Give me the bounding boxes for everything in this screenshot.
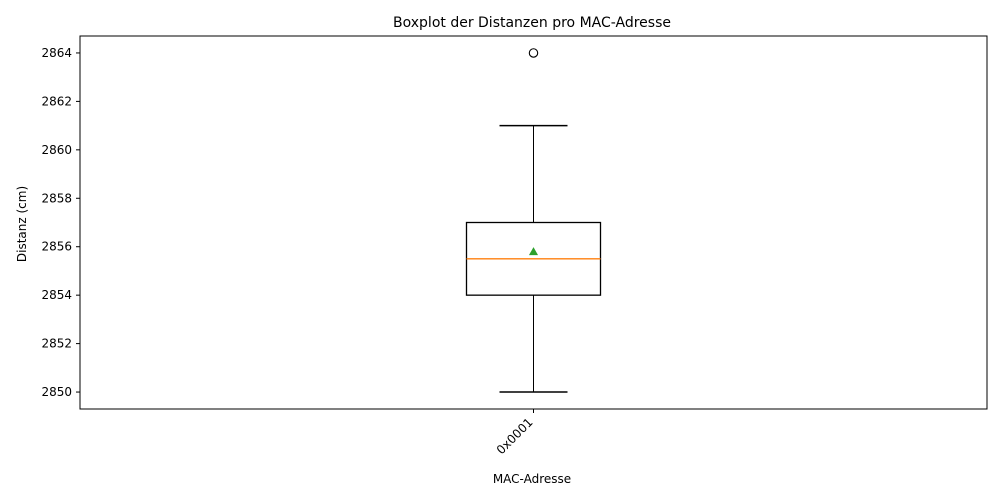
- mean-marker: [529, 247, 538, 256]
- y-tick-label: 2864: [41, 46, 72, 60]
- y-tick-label: 2862: [41, 94, 72, 108]
- y-tick-label: 2856: [41, 240, 72, 254]
- outlier-point: [528, 48, 539, 58]
- y-tick-label: 2858: [41, 191, 72, 205]
- y-tick-label: 2852: [41, 337, 72, 351]
- y-tick-label: 2854: [41, 288, 72, 302]
- y-axis-label: Distanz (cm): [15, 186, 29, 262]
- y-tick-label: 2860: [41, 143, 72, 157]
- x-axis-label: MAC-Adresse: [493, 472, 571, 486]
- chart-title: Boxplot der Distanzen pro MAC-Adresse: [393, 15, 671, 31]
- y-tick-label: 2850: [41, 385, 72, 399]
